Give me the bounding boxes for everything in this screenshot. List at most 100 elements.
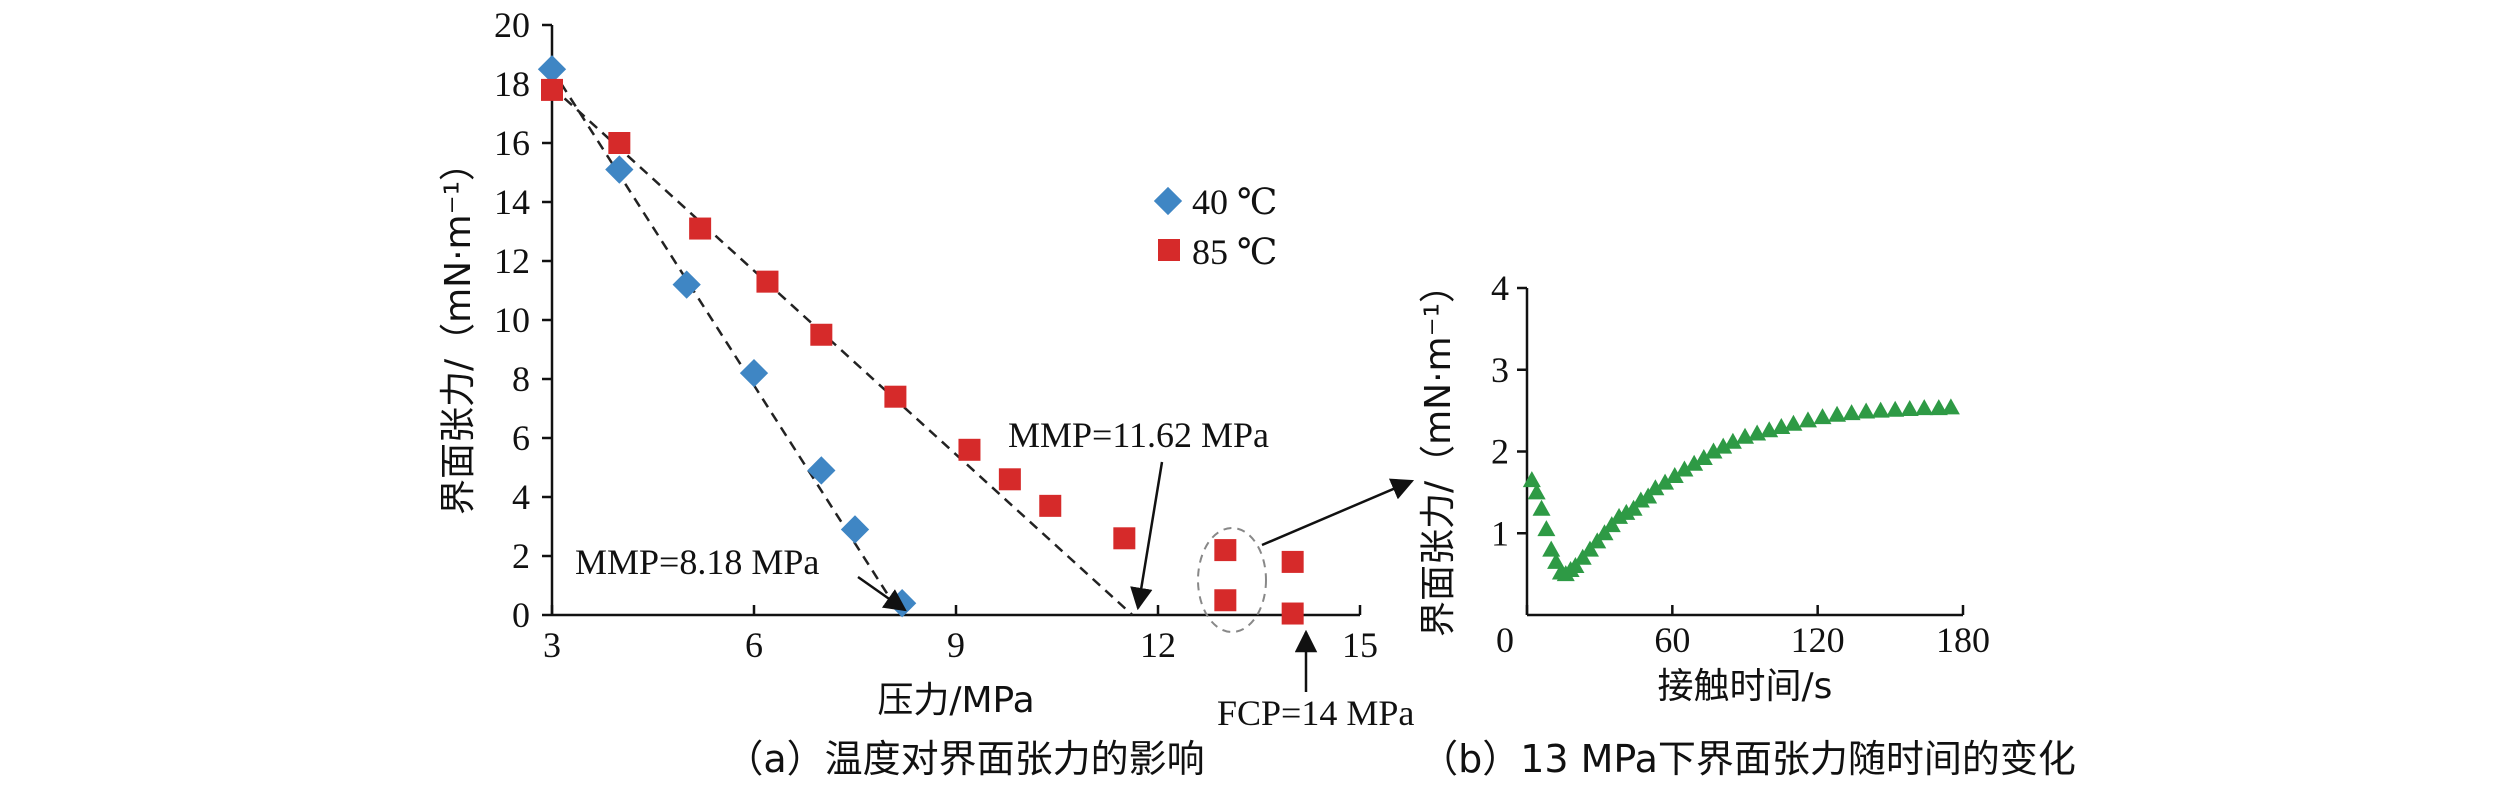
point-13MPa xyxy=(1941,398,1960,415)
point-40C xyxy=(807,456,836,485)
annotation-mmp-85C-arrow xyxy=(1130,461,1164,611)
panel-b-x-axis-label: 接触时间/s xyxy=(1658,666,1833,707)
legend-label-85C: 85 ℃ xyxy=(1192,232,1277,272)
panel-a-y-tick-label: 4 xyxy=(512,477,530,517)
point-85C xyxy=(689,217,712,240)
fit-line-40C xyxy=(550,68,902,616)
annotation-mmp-40C: MMP=8.18 MPa xyxy=(575,542,819,582)
point-13MPa xyxy=(1675,460,1694,477)
point-13MPa xyxy=(1573,548,1592,565)
panel-a-caption: （a）温度对界面张力的影响 xyxy=(725,737,1204,781)
panel-a-x-axis-label: 压力/MPa xyxy=(877,680,1034,721)
panel-a-annotations: MMP=8.18 MPa MMP=11.62 MPa FCP=14 MPa xyxy=(575,415,1414,733)
point-13MPa xyxy=(1588,532,1607,549)
panel-b-x-tick-label: 120 xyxy=(1791,620,1845,660)
annotation-fcp: FCP=14 MPa xyxy=(1217,693,1414,733)
zoom-arrow-to-panel-b xyxy=(1261,478,1415,547)
panel-b-x-ticks: 60 120 180 xyxy=(1525,605,1990,660)
legend-marker-square xyxy=(1158,239,1180,261)
point-13MPa xyxy=(1527,483,1546,500)
point-13MPa xyxy=(1656,473,1675,490)
panel-a-x-tick-label: 3 xyxy=(543,625,561,665)
point-85C xyxy=(756,270,779,293)
point-13MPa xyxy=(1685,454,1704,471)
annotation-mmp-40C-arrow xyxy=(857,575,907,612)
panel-b-y-ticks: 1 2 3 4 xyxy=(1491,268,1527,553)
point-13MPa xyxy=(1723,432,1742,449)
panel-a-y-tick-label: 8 xyxy=(512,359,530,399)
point-85C xyxy=(1214,589,1237,612)
panel-a-y-tick-label: 14 xyxy=(494,182,530,222)
panel-b-y-tick-label: 4 xyxy=(1491,268,1509,308)
point-85C xyxy=(998,468,1021,491)
point-13MPa xyxy=(1595,524,1614,541)
point-13MPa xyxy=(1929,399,1948,416)
point-13MPa xyxy=(1714,437,1733,454)
panel-a-y-axis-label: 界面张力/（mN·m⁻¹） xyxy=(438,145,479,515)
fcp-highlight-ellipse xyxy=(1197,527,1267,633)
point-13MPa xyxy=(1537,520,1556,537)
point-13MPa xyxy=(1665,467,1684,484)
point-13MPa xyxy=(1915,399,1934,416)
panel-b-origin-label: 0 xyxy=(1496,620,1514,660)
point-13MPa xyxy=(1631,491,1650,508)
point-13MPa xyxy=(1798,411,1817,428)
point-85C xyxy=(1113,527,1136,550)
point-13MPa xyxy=(1828,405,1847,422)
panel-a-y-tick-label: 18 xyxy=(494,64,530,104)
point-13MPa xyxy=(1646,479,1665,496)
point-13MPa xyxy=(1694,449,1713,466)
point-13MPa xyxy=(1566,556,1585,573)
panel-a-y-tick-label: 6 xyxy=(512,418,530,458)
point-13MPa xyxy=(1542,540,1561,557)
panel-a-y-tick-label: 0 xyxy=(512,595,530,635)
point-85C xyxy=(1214,539,1237,562)
point-13MPa xyxy=(1624,499,1643,516)
legend-marker-diamond xyxy=(1153,186,1183,216)
point-85C xyxy=(1281,550,1304,573)
point-85C xyxy=(1281,602,1304,625)
point-85C xyxy=(541,78,563,101)
point-85C xyxy=(884,385,907,408)
point-13MPa xyxy=(1617,503,1636,520)
point-13MPa xyxy=(1842,404,1861,421)
point-85C xyxy=(608,132,631,154)
panel-b-x-tick-label: 180 xyxy=(1936,620,1990,660)
panel-a-y-tick-label: 16 xyxy=(494,123,530,163)
point-13MPa xyxy=(1886,400,1905,417)
point-13MPa xyxy=(1639,487,1658,504)
panel-a-y-ticks: 0 2 4 6 8 10 12 14 16 18 20 xyxy=(494,5,552,635)
point-40C xyxy=(739,358,769,388)
panel-a-legend: 40 ℃ 85 ℃ xyxy=(1153,182,1277,272)
point-13MPa xyxy=(1580,540,1599,557)
panel-a-x-tick-label: 12 xyxy=(1140,625,1176,665)
legend-label-40C: 40 ℃ xyxy=(1192,182,1277,222)
point-13MPa xyxy=(1857,402,1876,419)
panel-b-y-axis-label: 界面张力/（mN·m⁻¹） xyxy=(1418,267,1459,637)
point-13MPa xyxy=(1532,499,1551,516)
annotation-mmp-85C: MMP=11.62 MPa xyxy=(1008,415,1269,455)
point-40C xyxy=(887,589,917,618)
panel-b-x-tick-label: 60 xyxy=(1654,620,1690,660)
legend-item-85C: 85 ℃ xyxy=(1158,232,1277,272)
panel-a-y-tick-label: 20 xyxy=(494,5,530,45)
point-85C xyxy=(810,323,833,346)
panel-a-data-points xyxy=(537,55,1304,625)
point-40C xyxy=(672,270,701,299)
point-13MPa xyxy=(1704,442,1723,459)
panel-a-y-tick-label: 12 xyxy=(494,241,530,281)
panel-b-data-points xyxy=(1522,398,1960,582)
panel-a-x-tick-label: 9 xyxy=(947,625,965,665)
panel-a-x-tick-label: 15 xyxy=(1342,625,1378,665)
panel-a-x-ticks: 3 6 9 12 15 xyxy=(543,605,1378,665)
panel-a-y-tick-label: 2 xyxy=(512,536,530,576)
panel-b-y-tick-label: 3 xyxy=(1491,350,1509,390)
panel-a: 3 6 9 12 15 0 2 4 6 8 10 12 14 16 18 20 压力/MPa 界面张力/（m… xyxy=(438,5,1414,781)
panel-b-y-tick-label: 1 xyxy=(1491,513,1509,553)
point-40C xyxy=(605,155,634,184)
point-13MPa xyxy=(1871,401,1890,418)
panel-a-y-tick-label: 10 xyxy=(494,300,530,340)
panel-b: 60 120 180 1 2 3 4 0 接触时间/s 界面张力/（mN·m⁻¹） （b）… xyxy=(1418,267,2076,781)
point-13MPa xyxy=(1813,408,1832,425)
